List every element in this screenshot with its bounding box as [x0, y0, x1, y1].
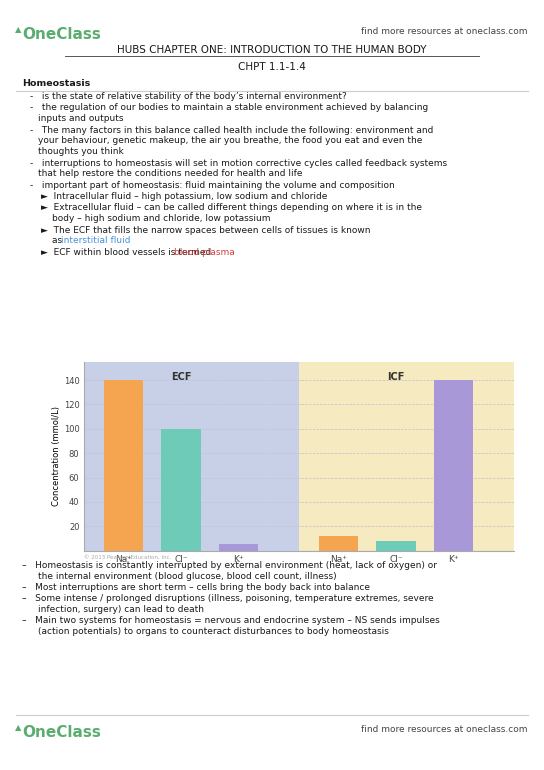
Text: interstitial fluid: interstitial fluid	[61, 236, 131, 246]
Text: ►  Extracellular fluid – can be called different things depending on where it is: ► Extracellular fluid – can be called di…	[41, 203, 422, 213]
Text: ECF: ECF	[171, 372, 191, 382]
Text: –   Main two systems for homeostasis = nervous and endocrine system – NS sends i: – Main two systems for homeostasis = ner…	[22, 616, 440, 625]
Text: ►  The ECF that fills the narrow spaces between cells of tissues is known: ► The ECF that fills the narrow spaces b…	[41, 226, 370, 235]
Text: CHPT 1.1-1.4: CHPT 1.1-1.4	[238, 62, 306, 72]
Text: as: as	[52, 236, 65, 246]
Bar	[434, 380, 473, 551]
Text: that help restore the conditions needed for health and life: that help restore the conditions needed …	[38, 169, 302, 179]
Text: –   Most interruptions are short term – cells bring the body back into balance: – Most interruptions are short term – ce…	[22, 583, 370, 592]
Bar	[299, 362, 514, 551]
Text: find more resources at oneclass.com: find more resources at oneclass.com	[361, 725, 528, 735]
Text: ICF: ICF	[387, 372, 405, 382]
Bar	[84, 362, 299, 551]
Text: OneClass: OneClass	[22, 27, 101, 42]
Text: -   interruptions to homeostasis will set in motion corrective cycles called fee: - interruptions to homeostasis will set …	[30, 159, 447, 168]
Text: © 2013 Pearson Education, Inc.: © 2013 Pearson Education, Inc.	[84, 554, 172, 559]
Text: ►  Intracellular fluid – high potassium, low sodium and chloride: ► Intracellular fluid – high potassium, …	[41, 192, 327, 201]
Text: –   Some intense / prolonged disruptions (illness, poisoning, temperature extrem: – Some intense / prolonged disruptions (…	[22, 594, 434, 604]
Text: Homeostasis: Homeostasis	[22, 79, 90, 89]
Text: -   is the state of relative stability of the body’s internal environment?: - is the state of relative stability of …	[30, 92, 347, 101]
Text: ►  ECF within blood vessels is termed: ► ECF within blood vessels is termed	[41, 248, 214, 257]
Text: find more resources at oneclass.com: find more resources at oneclass.com	[361, 27, 528, 36]
Text: inputs and outputs: inputs and outputs	[38, 114, 123, 123]
Text: -   The many factors in this balance called health include the following: enviro: - The many factors in this balance calle…	[30, 126, 433, 135]
Text: -   important part of homeostasis: fluid maintaining the volume and composition: - important part of homeostasis: fluid m…	[30, 181, 394, 190]
Text: the internal environment (blood glucose, blood cell count, illness): the internal environment (blood glucose,…	[38, 572, 337, 581]
Text: ▲: ▲	[15, 723, 22, 732]
Text: (action potentials) to organs to counteract disturbances to body homeostasis: (action potentials) to organs to counter…	[38, 627, 389, 636]
Text: your behaviour, genetic makeup, the air you breathe, the food you eat and even t: your behaviour, genetic makeup, the air …	[38, 136, 423, 146]
Text: thoughts you think: thoughts you think	[38, 147, 124, 156]
Text: ▲: ▲	[15, 25, 22, 34]
Text: HUBS CHAPTER ONE: INTRODUCTION TO THE HUMAN BODY: HUBS CHAPTER ONE: INTRODUCTION TO THE HU…	[118, 45, 426, 55]
Text: -   the regulation of our bodies to maintain a stable environment achieved by ba: - the regulation of our bodies to mainta…	[30, 103, 428, 112]
Text: –   Homeostasis is constantly interrupted by external environment (heat, lack of: – Homeostasis is constantly interrupted …	[22, 561, 437, 571]
Text: body – high sodium and chloride, low potassium: body – high sodium and chloride, low pot…	[52, 214, 270, 223]
Y-axis label: Concentration (mmol/L): Concentration (mmol/L)	[52, 407, 61, 506]
Bar	[219, 544, 258, 551]
Text: OneClass: OneClass	[22, 725, 101, 740]
Bar	[104, 380, 144, 551]
Text: blood plasma: blood plasma	[174, 248, 235, 257]
Text: infection, surgery) can lead to death: infection, surgery) can lead to death	[38, 605, 204, 614]
Bar	[376, 541, 416, 551]
Bar	[162, 429, 201, 551]
Bar	[319, 536, 358, 551]
